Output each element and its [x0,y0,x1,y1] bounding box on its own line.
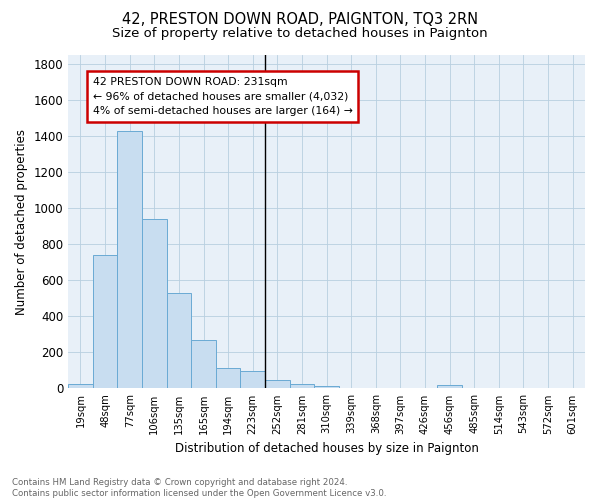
Text: Size of property relative to detached houses in Paignton: Size of property relative to detached ho… [112,28,488,40]
Bar [241,372,265,388]
Bar [265,380,290,388]
Bar [437,385,462,388]
Bar [167,293,191,388]
Bar [142,219,167,388]
Bar [118,130,142,388]
Text: 42 PRESTON DOWN ROAD: 231sqm
← 96% of detached houses are smaller (4,032)
4% of : 42 PRESTON DOWN ROAD: 231sqm ← 96% of de… [93,76,353,116]
Bar [93,255,118,388]
Text: 42, PRESTON DOWN ROAD, PAIGNTON, TQ3 2RN: 42, PRESTON DOWN ROAD, PAIGNTON, TQ3 2RN [122,12,478,28]
Bar [68,384,93,388]
X-axis label: Distribution of detached houses by size in Paignton: Distribution of detached houses by size … [175,442,479,455]
Text: Contains HM Land Registry data © Crown copyright and database right 2024.
Contai: Contains HM Land Registry data © Crown c… [12,478,386,498]
Bar [191,340,216,388]
Bar [290,384,314,388]
Bar [216,368,241,388]
Y-axis label: Number of detached properties: Number of detached properties [15,128,28,314]
Bar [314,386,339,388]
